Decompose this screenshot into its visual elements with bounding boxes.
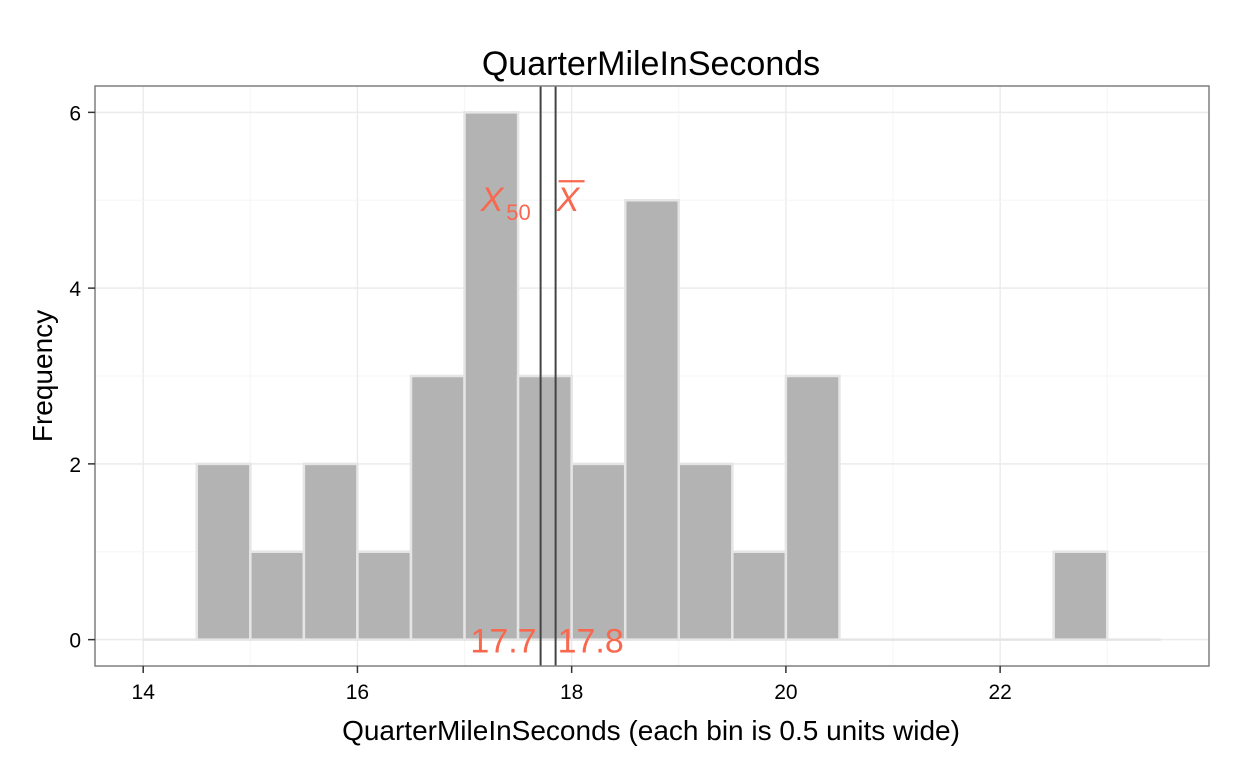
stat-labels: 17.7 17.8X 50 X xyxy=(470,180,624,661)
x-tick-label: 16 xyxy=(346,681,369,704)
y-tick-label: 6 xyxy=(69,102,81,125)
x-tick-label: 18 xyxy=(560,681,583,704)
histogram-bar xyxy=(623,198,681,641)
plot-panel-border xyxy=(94,85,1210,667)
histogram-bar xyxy=(249,550,306,641)
histogram-bar xyxy=(195,462,252,641)
histogram-bar xyxy=(356,550,413,641)
x-tick-label: 20 xyxy=(774,681,797,704)
mean-value-label: 17.8 xyxy=(558,623,624,661)
chart-title: QuarterMileInSeconds xyxy=(482,45,820,83)
y-tick-label: 2 xyxy=(69,454,81,477)
histogram-bar xyxy=(731,550,788,641)
stat-lines xyxy=(539,86,557,666)
median-value-label: 17.7 xyxy=(470,623,536,661)
x-tick-label: 14 xyxy=(132,681,156,704)
median-symbol: X xyxy=(480,181,505,219)
median-symbol-label: X 50 xyxy=(480,181,531,225)
mean-symbol-label: X xyxy=(556,181,581,219)
histogram-bar xyxy=(463,111,520,641)
histogram-bar xyxy=(570,462,627,641)
x-axis-label: QuarterMileInSeconds (each bin is 0.5 un… xyxy=(342,715,960,746)
histogram-bar xyxy=(1052,550,1109,641)
y-axis-label: Frequency xyxy=(27,310,58,442)
histogram-bar xyxy=(409,374,466,641)
x-tick-label: 22 xyxy=(988,681,1011,704)
y-tick-label: 0 xyxy=(69,630,81,653)
histogram-bar xyxy=(784,374,841,641)
histogram-bar xyxy=(677,462,734,641)
x-axis: 14 16 18 20 22 xyxy=(132,666,1012,704)
histogram-bar xyxy=(302,462,359,641)
median-subscript: 50 xyxy=(506,200,530,225)
y-tick-label: 4 xyxy=(69,278,81,301)
histogram-bar xyxy=(516,374,573,641)
histogram-bars xyxy=(143,111,1161,641)
y-axis: 0 2 4 6 xyxy=(69,102,95,653)
